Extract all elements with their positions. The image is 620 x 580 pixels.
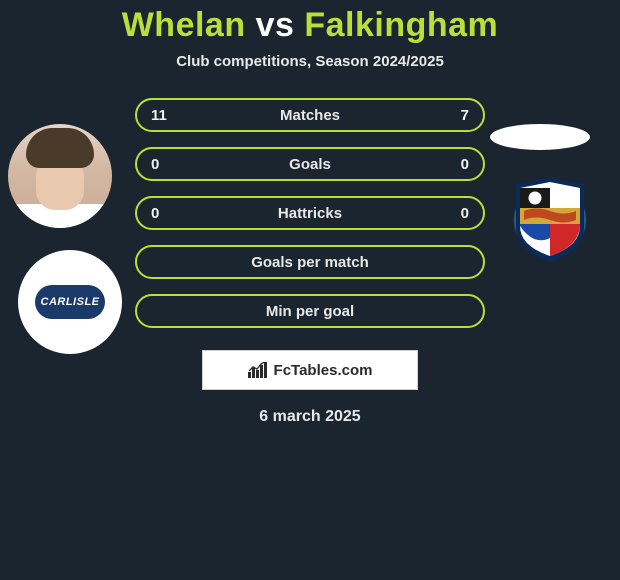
player-right-avatar-placeholder — [490, 124, 590, 150]
stat-right-value: 7 — [461, 107, 469, 124]
stat-label: Hattricks — [278, 205, 342, 222]
player-right-club-badge — [498, 168, 602, 272]
footer-date: 6 march 2025 — [0, 408, 620, 426]
stat-bars: 11 Matches 7 0 Goals 0 0 Hattricks 0 Goa… — [135, 98, 485, 328]
stat-label: Goals per match — [251, 254, 369, 271]
title-vs: vs — [256, 6, 295, 44]
player-left-avatar — [8, 124, 112, 228]
stat-left-value: 0 — [151, 156, 159, 173]
stat-row-goals: 0 Goals 0 — [135, 147, 485, 181]
stat-right-value: 0 — [461, 156, 469, 173]
stat-label: Matches — [280, 107, 340, 124]
header: Whelan vs Falkingham Club competitions, … — [0, 0, 620, 70]
attribution-text: FcTables.com — [274, 362, 373, 379]
bar-chart-icon — [248, 362, 268, 378]
club-badge-text: CARLISLE — [35, 285, 105, 319]
club-crest-icon — [512, 176, 588, 264]
stat-label: Min per goal — [266, 303, 354, 320]
attribution-badge[interactable]: FcTables.com — [202, 350, 418, 390]
stat-row-hattricks: 0 Hattricks 0 — [135, 196, 485, 230]
stat-label: Goals — [289, 156, 331, 173]
subtitle: Club competitions, Season 2024/2025 — [0, 53, 620, 70]
title-player-right: Falkingham — [304, 6, 498, 44]
stat-row-goals-per-match: Goals per match — [135, 245, 485, 279]
stat-row-min-per-goal: Min per goal — [135, 294, 485, 328]
stat-row-matches: 11 Matches 7 — [135, 98, 485, 132]
avatar-face-icon — [8, 124, 112, 228]
stat-left-value: 0 — [151, 205, 159, 222]
title-player-left: Whelan — [122, 6, 246, 44]
player-left-club-badge: CARLISLE — [18, 250, 122, 354]
page-title: Whelan vs Falkingham — [0, 6, 620, 45]
stat-left-value: 11 — [151, 107, 167, 124]
stat-right-value: 0 — [461, 205, 469, 222]
